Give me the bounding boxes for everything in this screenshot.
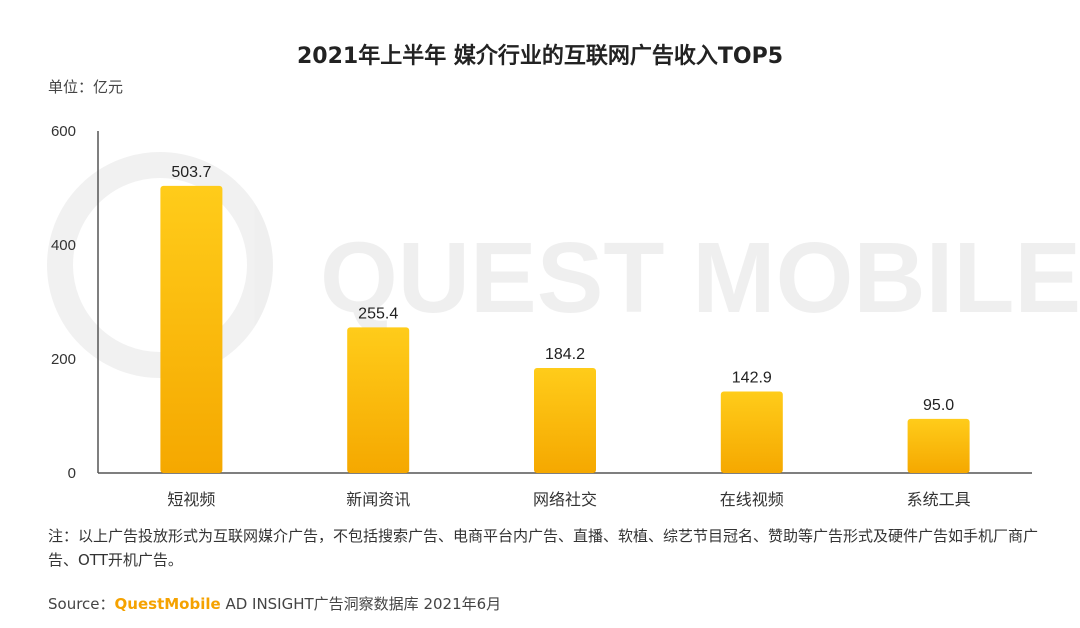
x-category-label: 网络社交: [533, 490, 597, 509]
unit-label: 单位：亿元: [48, 78, 124, 96]
x-category-label: 短视频: [167, 490, 215, 509]
source-line: Source：QuestMobile AD INSIGHT广告洞察数据库 202…: [48, 593, 501, 614]
bar-3: [534, 368, 596, 473]
x-category-label: 在线视频: [720, 490, 784, 509]
bar-4: [720, 391, 783, 473]
bar-1: [160, 185, 223, 474]
bar-value-label: 503.7: [171, 164, 211, 181]
bar-value-label: 255.4: [358, 305, 398, 322]
y-tick-label: 600: [51, 123, 76, 140]
bar-5: [907, 418, 970, 473]
source-suffix: AD INSIGHT广告洞察数据库 2021年6月: [220, 595, 502, 613]
y-tick-label: 400: [51, 237, 76, 254]
bar-2: [347, 327, 410, 473]
x-category-label: 系统工具: [907, 490, 971, 509]
bar-chart: QUEST MOBILE 0 200 400 600 503.7 短视频 255.4 新闻资…: [47, 123, 1080, 509]
source-brand: QuestMobile: [114, 595, 221, 613]
x-category-label: 新闻资讯: [346, 490, 410, 509]
y-tick-label: 0: [68, 465, 76, 482]
watermark: QUEST MOBILE: [47, 152, 1080, 378]
source-prefix: Source：: [48, 595, 115, 613]
bar-value-label: 142.9: [732, 370, 772, 387]
bar-value-label: 95.0: [923, 397, 954, 414]
chart-title: 2021年上半年 媒介行业的互联网广告收入TOP5: [296, 44, 784, 69]
footnote: 注：以上广告投放形式为互联网媒介广告，不包括搜索广告、电商平台内广告、直播、软植…: [48, 527, 1039, 569]
y-tick-label: 200: [51, 351, 76, 368]
watermark-text: QUEST MOBILE: [320, 222, 1080, 334]
bar-value-label: 184.2: [545, 346, 585, 363]
